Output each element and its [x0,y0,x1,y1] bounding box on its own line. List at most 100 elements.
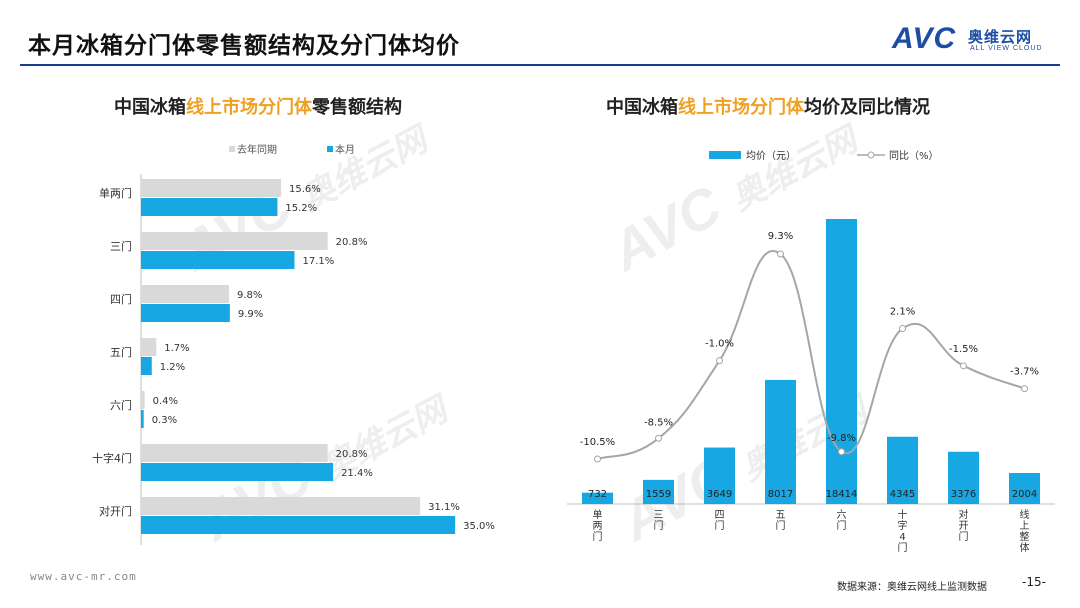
yoy-line [597,250,1025,460]
yoy-point [594,455,601,463]
yoy-point [960,362,967,370]
left-chart-title: 中国冰箱线上市场分门体零售额结构 [114,97,402,118]
data-label-current: 17.1% [302,256,334,267]
bar-avg-price [887,436,918,504]
data-label-yoy: 2.1% [890,307,915,318]
data-label-price: 2004 [1012,489,1037,500]
logo-brand: AVC [892,22,957,55]
bar-avg-price [1009,472,1040,504]
yoy-point [838,448,845,456]
footer-url: www.avc-mr.com [30,570,137,583]
data-label-last-year: 9.8% [237,290,262,301]
yoy-point [655,434,662,442]
category-label: 六门 [110,398,132,412]
page-title: 本月冰箱分门体零售额结构及分门体均价 [28,33,460,59]
data-label-price: 8017 [768,489,793,500]
legend-marker-yoy [867,151,875,159]
data-label-yoy: -9.8% [827,433,856,444]
header-divider [20,64,1060,66]
logo-cn: 奥维云网 [968,28,1033,46]
bar-last-year [141,497,421,515]
data-label-current: 35.0% [463,521,495,532]
category-label: 单两门 [99,186,132,200]
data-label-price: 18414 [826,489,858,500]
footer-source: 数据来源：奥维云网线上监测数据 [837,582,987,593]
data-label-current: 15.2% [285,203,317,214]
data-label-price: 3649 [707,489,732,500]
category-label: 四门 [110,292,132,306]
bar-current [141,251,295,269]
data-label-current: 9.9% [238,309,263,320]
legend-swatch-current [327,146,333,152]
bar-last-year [141,285,229,303]
bar-current [141,304,230,322]
bar-avg-price [704,447,735,504]
bar-current [141,410,144,428]
bar-current [141,516,456,534]
bar-current [141,198,278,216]
yoy-point [899,325,906,333]
legend-swatch-last-year [229,146,235,152]
data-label-price: 732 [588,489,607,500]
data-label-yoy: -1.5% [949,344,978,355]
data-label-last-year: 15.6% [289,184,321,195]
category-label: 五门 [776,510,786,532]
category-label: 线上整体 [1020,508,1030,554]
data-label-yoy: -3.7% [1010,367,1039,378]
data-label-current: 0.3% [152,415,177,426]
bar-current [141,357,152,375]
data-label-yoy: -10.5% [580,437,615,448]
watermark: AVC 奥维云网 [610,390,874,553]
category-label: 三门 [110,239,132,253]
legend-label-price: 均价（元） [746,150,796,162]
bar-last-year [141,338,157,356]
legend-label-yoy: 同比（%） [889,150,939,162]
category-label: 对开门 [99,504,132,518]
logo-en: ALL VIEW CLOUD [970,45,1043,52]
category-label: 对开门 [959,508,969,543]
bar-last-year [141,179,282,197]
watermark: AVC 奥维云网 [600,120,864,283]
category-label: 十字4门 [92,451,132,465]
bar-avg-price [643,479,674,504]
bar-last-year [141,444,328,462]
avc-logo: AVC 奥维云网 ALL VIEW CLOUD [892,22,1062,56]
legend-swatch-price [709,151,741,159]
data-label-price: 3376 [951,489,976,500]
page-number: -15- [1022,575,1046,589]
data-label-yoy: -8.5% [644,417,673,428]
bar-avg-price [826,219,857,504]
bar-avg-price [582,492,613,504]
data-label-last-year: 20.8% [336,449,368,460]
category-label: 五门 [110,345,132,359]
data-label-current: 1.2% [160,362,185,373]
yoy-point [777,250,784,258]
bar-last-year [141,391,145,409]
category-label: 单两门 [593,509,603,543]
data-label-yoy: -1.0% [705,339,734,350]
legend-label-current: 本月 [335,143,355,156]
data-label-price: 1559 [646,489,671,500]
category-label: 四门 [715,510,725,532]
data-label-price: 4345 [890,489,915,500]
data-label-last-year: 31.1% [428,502,460,513]
watermark: AVC 奥维云网 [170,120,434,283]
category-label: 三门 [654,510,664,532]
bar-last-year [141,232,328,250]
data-label-yoy: 9.3% [768,231,793,242]
data-label-last-year: 0.4% [153,396,178,407]
bar-avg-price [765,379,796,504]
category-label: 六门 [837,509,847,532]
data-label-last-year: 20.8% [336,237,368,248]
data-label-last-year: 1.7% [164,343,189,354]
legend-label-last-year: 去年同期 [237,143,277,156]
data-label-current: 21.4% [341,468,373,479]
yoy-point [1021,385,1028,393]
yoy-point [716,357,723,365]
bar-avg-price [948,451,979,504]
right-chart-title: 中国冰箱线上市场分门体均价及同比情况 [606,97,930,118]
watermark: AVC 奥维云网 [190,390,454,553]
